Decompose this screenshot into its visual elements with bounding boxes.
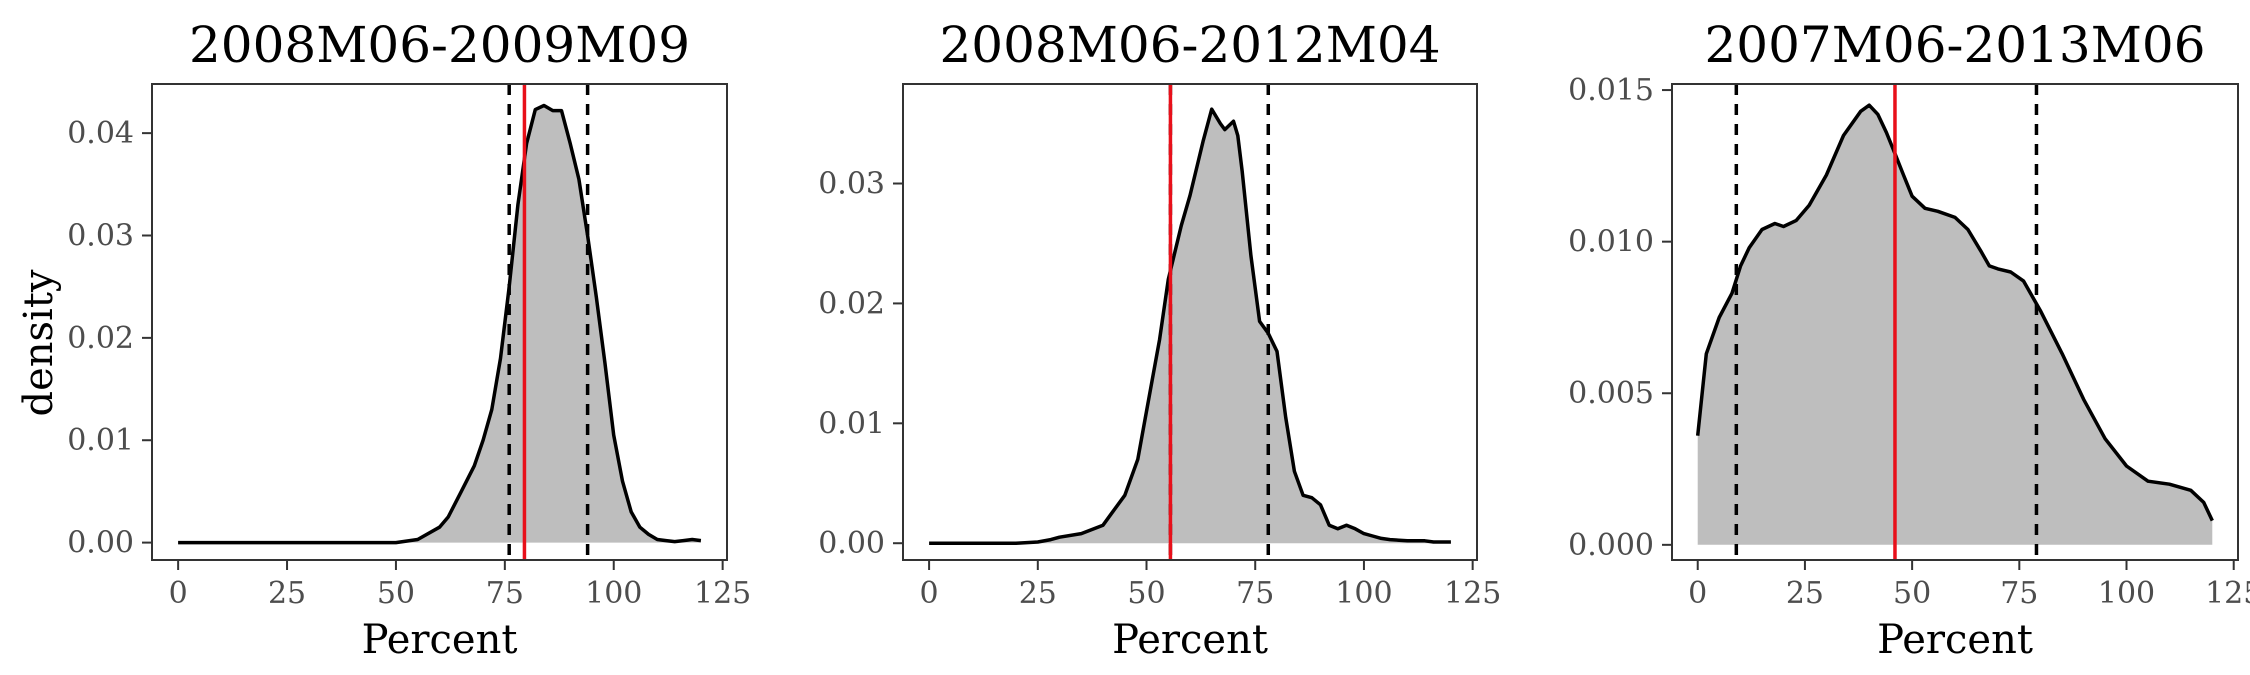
y-tick-label: 0.000: [1568, 528, 1654, 563]
x-tick-label: 0: [1688, 576, 1707, 611]
x-tick-label: 100: [2098, 576, 2155, 611]
x-tick-label: 100: [585, 576, 642, 611]
density-area: [178, 105, 701, 543]
density-curve: [1695, 103, 2214, 522]
density-curve: [178, 103, 702, 545]
y-tick-label: 0.03: [67, 219, 134, 254]
panel-frame: [151, 83, 728, 561]
x-tick-label: 75: [2000, 576, 2038, 611]
x-axis-title: Percent: [362, 617, 518, 663]
panel-title: 2008M06-2009M09: [189, 16, 690, 74]
x-tick-label: 125: [2205, 576, 2250, 611]
panel-2: 2008M06-2012M04 0 25 50 75 100 125 0.00 0.01 0.02…: [818, 16, 1501, 663]
y-tick-label: 0.01: [818, 406, 885, 441]
density-area: [929, 109, 1451, 544]
x-tick-label: 25: [268, 576, 306, 611]
panel-title: 2007M06-2013M06: [1704, 16, 2205, 74]
panel-1: 2008M06-2009M09 0 25 50 75 100 125 0.00 0.01 0.02…: [67, 16, 751, 663]
y-tick-label: 0.015: [1568, 73, 1654, 108]
x-tick-label: 50: [377, 576, 415, 611]
x-tick-label: 125: [694, 576, 751, 611]
x-tick-label: 25: [1019, 576, 1057, 611]
density-curve: [929, 107, 1451, 545]
x-tick-label: 50: [1127, 576, 1165, 611]
y-tick-label: 0.02: [818, 286, 885, 321]
panel-frame: [1671, 83, 2239, 561]
y-tick-label: 0.005: [1568, 376, 1654, 411]
x-tick-label: 25: [1786, 576, 1824, 611]
panel-3: 2007M06-2013M06 0 25 50 75 100 125 0.000 0.005 0.…: [1568, 16, 2250, 663]
y-tick-label: 0.02: [67, 321, 134, 356]
panel-title: 2008M06-2012M04: [939, 16, 1440, 74]
y-axis-title: density: [16, 269, 62, 416]
x-tick-label: 125: [1444, 576, 1501, 611]
x-tick-label: 50: [1893, 576, 1931, 611]
panel-frame: [902, 83, 1478, 561]
x-tick-label: 75: [1236, 576, 1274, 611]
x-tick-label: 100: [1335, 576, 1392, 611]
y-tick-label: 0.04: [67, 116, 134, 151]
x-tick-label: 0: [920, 576, 939, 611]
y-tick-label: 0.010: [1568, 225, 1654, 260]
x-axis-title: Percent: [1877, 617, 2033, 663]
y-tick-label: 0.03: [818, 167, 885, 202]
y-tick-label: 0.01: [67, 423, 134, 458]
y-tick-label: 0.00: [67, 526, 134, 561]
x-tick-label: 0: [169, 576, 188, 611]
x-axis-title: Percent: [1112, 617, 1268, 663]
x-tick-label: 75: [486, 576, 524, 611]
density-area: [1697, 105, 2213, 545]
y-tick-label: 0.00: [818, 526, 885, 561]
panels: 2008M06-2009M09 0 25 50 75 100 125 0.00 0.01 0.02…: [67, 16, 2250, 663]
